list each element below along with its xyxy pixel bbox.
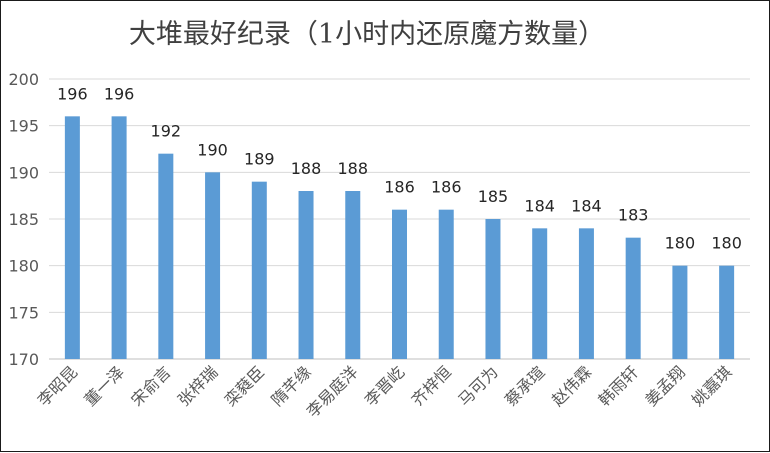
category-label: 张梓瑞 [174,362,221,409]
data-label: 192 [151,122,182,141]
bars [64,116,735,359]
bar [719,265,735,359]
bar [205,172,221,359]
data-label: 188 [291,159,322,178]
data-label: 183 [618,206,649,225]
bar [485,219,501,359]
category-label: 宋俞言 [127,362,174,409]
bar [438,209,454,359]
data-label: 185 [478,187,509,206]
category-label: 马可为 [454,362,501,409]
y-tick-label: 190 [8,163,39,182]
category-label: 栾蕤臣 [221,362,268,409]
category-label: 蔡承瑄 [501,362,548,409]
data-labels: 196 196 192 190 189 188 188 186 186 185 184 184 183 1… [57,84,742,252]
chart-title: 大堆最好纪录（1小时内还原魔方数量） [129,19,605,50]
data-label: 186 [431,178,462,197]
data-label: 189 [244,150,275,169]
bar [158,153,174,359]
data-label: 186 [384,178,415,197]
y-axis-ticks: 170 175 180 185 190 195 200 [8,70,39,369]
category-label: 齐梓恒 [408,362,455,409]
y-tick-label: 185 [8,210,39,229]
bar [578,228,594,359]
bar [672,265,688,359]
category-label: 李昭昆 [34,362,81,409]
category-label: 姜孟翔 [641,362,688,409]
bar [251,181,267,359]
data-label: 190 [197,140,228,159]
y-tick-label: 180 [8,257,39,276]
category-label: 赵伟霖 [548,362,595,409]
data-label: 196 [57,84,88,103]
data-label: 180 [711,234,742,253]
category-label: 李易庭洋 [303,362,362,421]
y-tick-label: 170 [8,350,39,369]
bar [625,237,641,359]
category-label: 韩雨轩 [595,362,642,409]
bar [298,191,314,359]
data-label: 184 [524,196,555,215]
bar [532,228,548,359]
data-label: 188 [337,159,368,178]
bar [111,116,127,359]
data-label: 184 [571,196,602,215]
y-tick-label: 200 [8,70,39,89]
bar [64,116,80,359]
category-label: 董一泽 [81,362,128,409]
bar [392,209,407,359]
category-label: 姚嘉琪 [688,362,735,409]
data-label: 180 [665,234,696,253]
category-label: 李晋屹 [361,362,408,409]
y-tick-label: 175 [8,303,39,322]
y-tick-label: 195 [8,117,39,136]
data-label: 196 [104,84,135,103]
bar [345,191,361,359]
